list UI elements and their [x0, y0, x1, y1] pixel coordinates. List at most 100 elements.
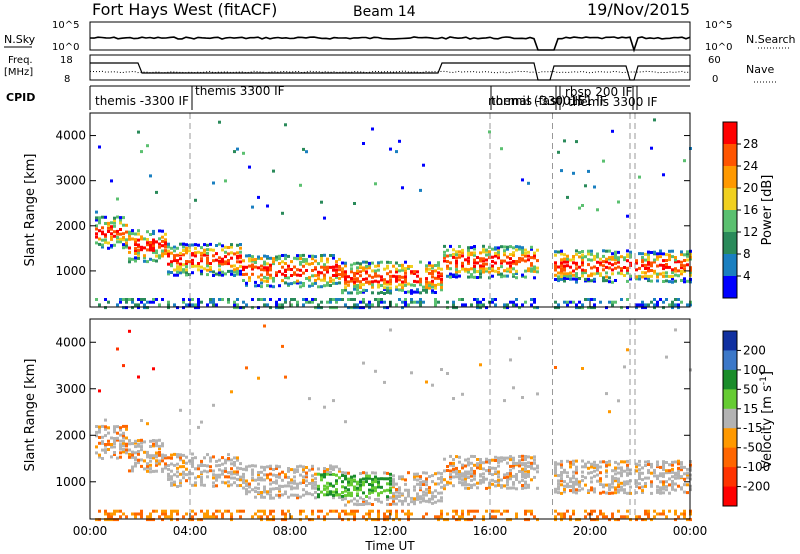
data-cell [434, 500, 437, 504]
data-cell [251, 470, 254, 474]
data-cell [206, 509, 209, 513]
data-cell [284, 274, 287, 277]
data-cell [461, 474, 464, 478]
data-cell [359, 262, 362, 266]
data-cell [590, 279, 593, 283]
data-cell [587, 258, 590, 262]
data-cell [377, 283, 380, 287]
data-cell [413, 290, 416, 294]
data-cell [128, 329, 131, 333]
data-cell [596, 260, 599, 264]
data-cell [596, 479, 599, 483]
data-cell [113, 518, 116, 522]
data-cell [344, 286, 347, 290]
data-cell [257, 471, 260, 474]
data-cell [113, 430, 116, 434]
data-cell [602, 268, 605, 272]
data-cell [230, 264, 233, 268]
data-cell [293, 298, 296, 301]
data-cell [401, 306, 404, 310]
data-cell [197, 250, 200, 254]
data-cell [653, 271, 656, 275]
data-cell [512, 482, 515, 486]
data-cell [200, 300, 203, 304]
data-cell [626, 466, 629, 469]
data-cell [455, 472, 458, 475]
data-cell [569, 480, 572, 484]
data-cell [605, 469, 608, 473]
data-cell [281, 470, 284, 474]
power-gap-markers [189, 113, 636, 307]
data-cell [647, 258, 650, 262]
data-cell [470, 467, 473, 471]
data-cell [497, 459, 500, 463]
data-cell [323, 273, 326, 277]
data-cell [203, 483, 206, 487]
data-cell [383, 471, 386, 475]
data-cell [107, 230, 110, 233]
data-cell [335, 482, 338, 485]
data-cell [626, 306, 629, 310]
data-cell [206, 243, 209, 247]
data-cell [245, 254, 248, 258]
data-cell [191, 258, 194, 262]
data-cell [641, 306, 644, 310]
data-cell [377, 300, 380, 304]
data-cell [638, 477, 641, 481]
data-cell [233, 456, 236, 460]
data-cell [320, 478, 323, 482]
data-cell [581, 274, 584, 278]
data-cell [437, 274, 440, 278]
data-cell [449, 272, 452, 276]
data-cell [404, 277, 407, 281]
data-cell [317, 515, 320, 519]
data-cell [149, 512, 152, 516]
data-cell [266, 255, 269, 259]
data-cell [284, 484, 287, 488]
data-cell [503, 303, 506, 307]
data-cell [212, 455, 215, 459]
data-cell [140, 445, 143, 449]
data-cell [359, 283, 362, 287]
data-cell [212, 403, 215, 407]
data-cell [173, 452, 176, 456]
data-cell [611, 303, 614, 307]
data-cell [137, 458, 140, 462]
data-cell [440, 475, 443, 479]
data-cell [164, 240, 167, 244]
data-cell [506, 509, 509, 513]
data-cell [455, 270, 458, 274]
colorbar-tick-label: -50 [743, 441, 763, 455]
data-cell [596, 208, 599, 212]
data-cell [407, 471, 410, 475]
data-cell [230, 476, 233, 480]
data-cell [584, 271, 587, 275]
data-cell [362, 471, 365, 475]
data-cell [266, 266, 269, 270]
data-cell [443, 487, 446, 491]
data-cell [464, 458, 467, 462]
data-cell [611, 257, 614, 261]
data-cell [425, 480, 428, 483]
data-cell [362, 491, 365, 495]
data-cell [452, 509, 455, 513]
data-cell [194, 198, 197, 202]
data-cell [392, 481, 395, 484]
data-cell [125, 243, 128, 247]
data-cell [131, 298, 134, 301]
data-cell [122, 439, 125, 443]
data-cell [353, 518, 356, 522]
data-cell [596, 473, 599, 477]
data-cell [449, 275, 452, 279]
data-cell [509, 264, 512, 268]
data-cell [509, 266, 512, 270]
data-cell [626, 271, 629, 275]
data-cell [416, 497, 419, 501]
data-cell [152, 246, 155, 250]
data-cell [581, 253, 584, 257]
data-cell [674, 471, 677, 475]
data-cell [332, 496, 335, 500]
data-cell [662, 259, 665, 263]
data-cell [230, 518, 233, 522]
data-cell [149, 243, 152, 247]
